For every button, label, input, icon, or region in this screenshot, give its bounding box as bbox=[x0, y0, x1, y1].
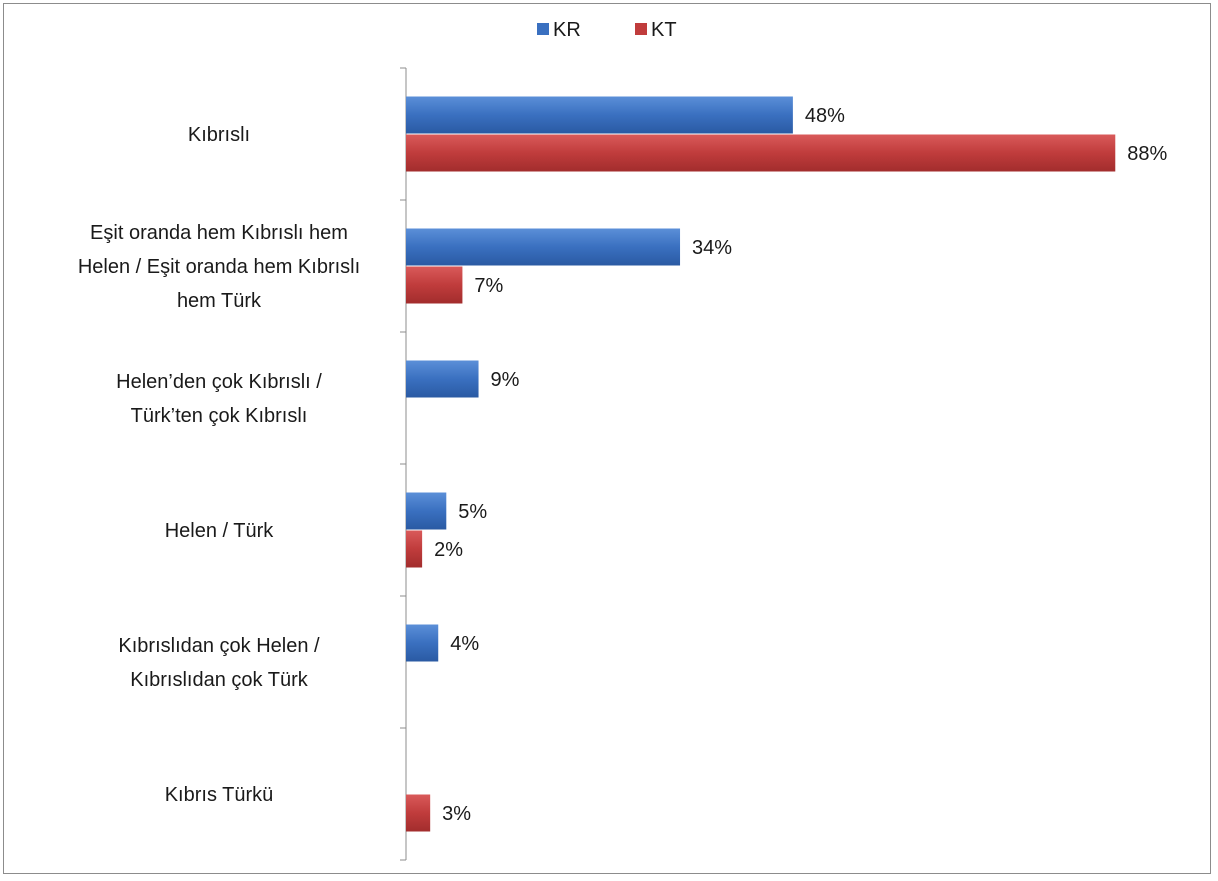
category-label: Helen / Eşit oranda hem Kıbrıslı bbox=[78, 256, 360, 278]
category-label: Helen / Türk bbox=[165, 520, 275, 542]
legend-swatch-kr bbox=[537, 23, 549, 35]
category-label: Kıbrıslıdan çok Helen / bbox=[118, 635, 320, 657]
bars bbox=[406, 96, 1116, 832]
category-labels: Kıbrıslı Eşit oranda hem Kıbrıslı hem Hele… bbox=[78, 124, 360, 806]
data-labels: 48% 88% 34% 7% 9% 5% 2% 4% 3% bbox=[434, 105, 1167, 825]
bar-kt bbox=[406, 794, 431, 832]
legend: KR KT bbox=[537, 19, 677, 41]
category-label: Eşit oranda hem Kıbrıslı hem bbox=[90, 222, 348, 244]
data-label-kt: 7% bbox=[474, 275, 503, 297]
bar-kr bbox=[406, 492, 447, 530]
bar-kt bbox=[406, 266, 463, 304]
data-label-kt: 3% bbox=[442, 803, 471, 825]
category-label: Kıbrıs Türkü bbox=[165, 784, 274, 806]
category-label: Kıbrıslı bbox=[188, 124, 250, 146]
data-label-kr: 4% bbox=[450, 633, 479, 655]
bar-kr bbox=[406, 624, 439, 662]
chart-frame: KR KT Kıbrıslı Eşit oranda hem Kıbrıslı he… bbox=[3, 3, 1211, 874]
data-label-kr: 5% bbox=[458, 501, 487, 523]
category-label: Helen’den çok Kıbrıslı / bbox=[116, 371, 322, 393]
bar-kr bbox=[406, 360, 479, 398]
legend-label-kr: KR bbox=[553, 19, 581, 41]
category-label: hem Türk bbox=[177, 290, 262, 312]
data-label-kt: 88% bbox=[1127, 143, 1167, 165]
category-label: Kıbrıslıdan çok Türk bbox=[130, 669, 308, 691]
data-label-kr: 48% bbox=[805, 105, 845, 127]
bar-chart: KR KT Kıbrıslı Eşit oranda hem Kıbrıslı he… bbox=[78, 19, 1168, 861]
bar-kr bbox=[406, 228, 681, 266]
legend-swatch-kt bbox=[635, 23, 647, 35]
data-label-kr: 9% bbox=[491, 369, 520, 391]
bar-kr bbox=[406, 96, 793, 134]
category-label: Türk’ten çok Kıbrıslı bbox=[131, 405, 308, 427]
bar-kt bbox=[406, 530, 423, 568]
category-axis bbox=[400, 67, 407, 861]
data-label-kt: 2% bbox=[434, 539, 463, 561]
legend-label-kt: KT bbox=[651, 19, 677, 41]
data-label-kr: 34% bbox=[692, 237, 732, 259]
bar-kt bbox=[406, 134, 1116, 172]
